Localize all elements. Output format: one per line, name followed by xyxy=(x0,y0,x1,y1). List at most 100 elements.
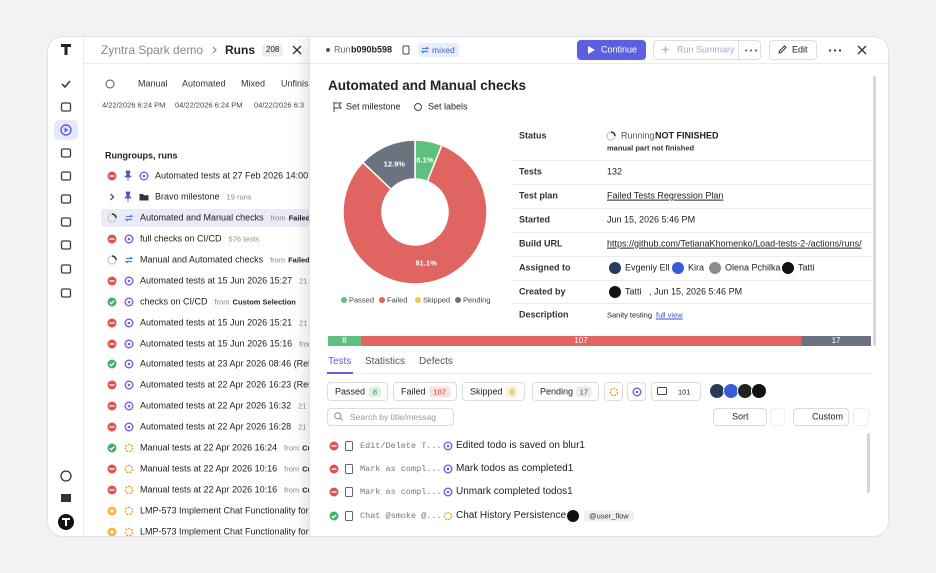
type-icon xyxy=(124,380,134,390)
run-title[interactable]: Automated tests at 15 Jun 2026 15:27 21 t… xyxy=(140,275,310,286)
runs-tab[interactable]: Mixed xyxy=(241,78,266,89)
run-title-text[interactable]: LMP-573 Implement Chat Functionality for… xyxy=(140,526,310,537)
run-meta: from xyxy=(214,297,230,307)
run-title[interactable]: Automated tests at 22 Apr 2026 16:28 21 t… xyxy=(140,422,310,433)
run-title-text[interactable]: Automated tests at 22 Apr 2026 16:28 xyxy=(140,421,292,432)
run-title[interactable]: LMP-573 Implement Chat Functionality for… xyxy=(140,526,310,537)
filter-button[interactable] xyxy=(532,382,599,401)
run-title[interactable]: Automated tests at 27 Feb 2026 14:00 ( xyxy=(155,171,310,182)
test-title[interactable]: Edited todo is saved on blur1 xyxy=(456,440,585,451)
donut-segment xyxy=(361,139,416,191)
edit-button[interactable] xyxy=(769,40,817,60)
continue-label[interactable]: Continue xyxy=(601,44,638,55)
run-title-text[interactable]: Automated tests at 23 Apr 2026 08:46 (Re… xyxy=(140,359,310,370)
filter-button[interactable] xyxy=(604,382,623,401)
pin xyxy=(124,191,132,202)
run-title[interactable]: LMP-573 Implement Chat Functionality for… xyxy=(140,506,310,517)
status-icon xyxy=(107,506,117,516)
settings-button[interactable] xyxy=(853,408,869,426)
run-title[interactable]: Automated tests at 23 Apr 2026 08:46 (Re… xyxy=(140,359,310,370)
filter-name[interactable]: Passed xyxy=(335,386,366,397)
run-title[interactable]: Bravo milestone 19 runs xyxy=(155,192,252,203)
run-title-text[interactable]: Manual tests at 22 Apr 2026 16:24 xyxy=(140,442,278,453)
sort-button[interactable] xyxy=(713,408,767,426)
tests-tab[interactable]: Statistics xyxy=(365,356,406,367)
run-title-text[interactable]: Bravo milestone xyxy=(155,191,220,202)
filter-button[interactable] xyxy=(327,382,388,401)
nav-icon xyxy=(60,194,72,204)
run-title[interactable]: Automated tests at 15 Jun 2026 15:21 21 t… xyxy=(140,317,310,328)
run-meta: 19 runs xyxy=(226,192,252,202)
sparkle xyxy=(661,45,670,54)
avatar-t xyxy=(65,518,67,526)
search-box[interactable] xyxy=(327,408,454,426)
test-title[interactable]: Unmark completed todos1 xyxy=(456,486,573,497)
x xyxy=(857,45,867,55)
run-title-text[interactable]: Automated tests at 22 Apr 2026 16:32 xyxy=(140,400,292,411)
comment xyxy=(657,387,667,395)
minus xyxy=(109,342,115,345)
tests-tab[interactable]: Defects xyxy=(419,356,453,367)
check xyxy=(109,362,115,368)
filter-button[interactable] xyxy=(651,382,701,401)
filter-button[interactable] xyxy=(627,382,646,401)
test-title[interactable]: Chat History Persistence xyxy=(456,510,567,521)
continue-button[interactable] xyxy=(577,40,646,60)
set-milestone[interactable]: Set milestone xyxy=(346,101,401,112)
sort-label[interactable]: Sort xyxy=(732,411,749,422)
runs-tab[interactable]: Manual xyxy=(138,78,168,89)
detail-label: Created by xyxy=(519,286,566,297)
run-title-text[interactable]: Automated tests at 22 Apr 2026 16:23 (Re… xyxy=(140,379,310,390)
run-title-text[interactable]: full checks on CI/CD xyxy=(140,233,222,244)
run-title-text[interactable]: Manual and Automated checks xyxy=(140,254,264,265)
run-summary-button[interactable] xyxy=(653,40,761,60)
run-title-text[interactable]: Manual tests at 22 Apr 2026 10:16 xyxy=(140,484,278,495)
core xyxy=(446,490,450,494)
run-title-text[interactable]: Automated tests at 15 Jun 2026 15:27 xyxy=(140,275,293,286)
legend-swatch xyxy=(341,297,347,303)
run-title[interactable]: Automated tests at 15 Jun 2026 15:16 from… xyxy=(140,338,310,349)
run-title-text[interactable]: Automated and Manual checks xyxy=(140,212,264,223)
run-title[interactable]: Manual tests at 22 Apr 2026 10:16 fromCus… xyxy=(140,485,310,496)
build-url[interactable]: https://github.com/TetianaKhomenko/Load-… xyxy=(607,238,862,249)
set-labels[interactable]: Set labels xyxy=(428,101,468,112)
search-placeholder[interactable]: Search by title/messag xyxy=(350,411,436,422)
automated xyxy=(632,387,641,396)
check xyxy=(109,299,115,305)
core xyxy=(127,405,131,408)
full-view[interactable]: full view xyxy=(656,310,683,320)
run-title-text[interactable]: checks on CI/CD xyxy=(140,296,208,307)
run-title-text[interactable]: LMP-573 Implement Chat Functionality for… xyxy=(140,505,310,516)
status-icon xyxy=(107,254,117,265)
filter-name[interactable]: Skipped xyxy=(470,386,503,397)
type-icon xyxy=(124,359,134,369)
run-title[interactable]: Automated tests at 22 Apr 2026 16:32 21 t… xyxy=(140,401,310,412)
assignee-name: Evgeniy Ell xyxy=(625,262,670,273)
run-title-text[interactable]: Automated tests at 15 Jun 2026 15:16 xyxy=(140,338,293,349)
runs-tab[interactable]: Automated xyxy=(182,78,226,89)
sort-dir[interactable] xyxy=(770,408,785,426)
run-title[interactable]: checks on CI/CD from Custom Selection xyxy=(140,296,296,307)
runs-tab[interactable]: Unfinis xyxy=(281,78,309,89)
filter-name[interactable]: Failed xyxy=(401,386,426,397)
run-title-text[interactable]: Automated tests at 27 Feb 2026 14:00 ( xyxy=(155,170,310,181)
run-summary-label[interactable]: Run Summary xyxy=(677,44,735,55)
custom-label[interactable]: Custom xyxy=(812,411,844,422)
run-title-text[interactable]: Manual tests at 22 Apr 2026 10:16 xyxy=(140,463,278,474)
filter-button[interactable] xyxy=(393,382,457,401)
tests-tab[interactable]: Tests xyxy=(328,356,352,367)
run-title[interactable]: full checks on CI/CD 576 tests xyxy=(140,233,259,244)
filter-button[interactable] xyxy=(462,382,525,401)
run-title[interactable]: Automated tests at 22 Apr 2026 16:23 (Re… xyxy=(140,380,310,391)
filter-name[interactable]: Pending xyxy=(540,386,574,397)
custom-button[interactable] xyxy=(793,408,849,426)
edit-label[interactable]: Edit xyxy=(792,44,808,55)
run-title-text[interactable]: Automated tests at 15 Jun 2026 15:21 xyxy=(140,317,293,328)
run-title[interactable]: Manual tests at 22 Apr 2026 10:16 fromCus… xyxy=(140,464,310,475)
test-title[interactable]: Mark todos as completed1 xyxy=(456,463,574,474)
test-plan[interactable]: Failed Tests Regression Plan xyxy=(607,190,724,201)
